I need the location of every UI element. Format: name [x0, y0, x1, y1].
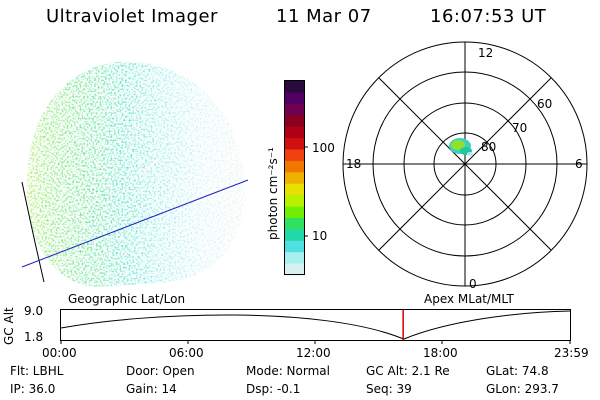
colorbar-cell: [285, 126, 304, 139]
timeline-xtick-3: 18:00: [423, 346, 458, 360]
orbit-track-line: [21, 179, 249, 268]
gain-info: Gain: 14: [126, 382, 177, 396]
time-label: 16:07:53 UT: [430, 6, 547, 27]
colorbar-tick-100: 100: [312, 141, 335, 155]
colorbar-cell: [285, 138, 304, 150]
colorbar-cell: [285, 183, 304, 196]
timeline-ytick-high: 9.0: [24, 304, 44, 318]
seq-info: Seq: 39: [366, 382, 412, 396]
colorbar-cell: [285, 263, 304, 276]
door-info: Door: Open: [126, 364, 195, 378]
colorbar-cell: [285, 240, 304, 253]
colorbar-cell: [285, 172, 304, 185]
polar-label-top: 12: [478, 46, 494, 60]
timeline-xtick-1: 06:00: [169, 346, 204, 360]
glon-info: GLon: 293.7: [486, 382, 559, 396]
polar-label-bottom: 0: [469, 277, 477, 291]
timeline-xtick-4: 23:59: [554, 346, 589, 360]
timeline-xtick-2: 12:00: [296, 346, 331, 360]
colorbar-cell: [285, 252, 304, 265]
colorbar-tick-10: 10: [312, 229, 328, 243]
colorbar-cell: [285, 195, 304, 208]
dsp-info: Dsp: -0.1: [246, 382, 301, 396]
polar-lat-80: 80: [481, 140, 497, 154]
colorbar-cell: [285, 103, 304, 116]
colorbar-cell: [285, 115, 304, 128]
colorbar-cell: [285, 206, 304, 219]
colorbar-cell: [285, 149, 304, 162]
timeline-left-label: Geographic Lat/Lon: [68, 292, 186, 306]
date-label: 11 Mar 07: [276, 6, 372, 27]
colorbar-cell: [285, 229, 304, 242]
colorbar-cell: [285, 81, 304, 93]
polar-lat-60: 60: [537, 97, 553, 111]
glat-info: GLat: 74.8: [486, 364, 549, 378]
colorbar: [284, 80, 308, 276]
limb-arc: [21, 181, 45, 283]
filter-info: Flt: LBHL: [10, 364, 64, 378]
polar-label-left: 18: [346, 157, 362, 171]
timeline-right-label: Apex MLat/MLT: [424, 292, 514, 306]
altitude-curve: [60, 310, 571, 340]
polar-label-right: 6: [575, 157, 583, 171]
colorbar-cell: [285, 92, 304, 105]
mode-info: Mode: Normal: [246, 364, 330, 378]
colorbar-cell: [285, 217, 304, 230]
instrument-title: Ultraviolet Imager: [46, 6, 218, 27]
timeline-ytick-low: 1.8: [24, 330, 44, 344]
colorbar-cell: [285, 160, 304, 173]
timeline-xtick-0: 00:00: [42, 346, 77, 360]
polar-lat-70: 70: [512, 121, 528, 135]
ip-info: IP: 36.0: [10, 382, 56, 396]
gc-alt-info: GC Alt: 2.1 Re: [366, 364, 450, 378]
